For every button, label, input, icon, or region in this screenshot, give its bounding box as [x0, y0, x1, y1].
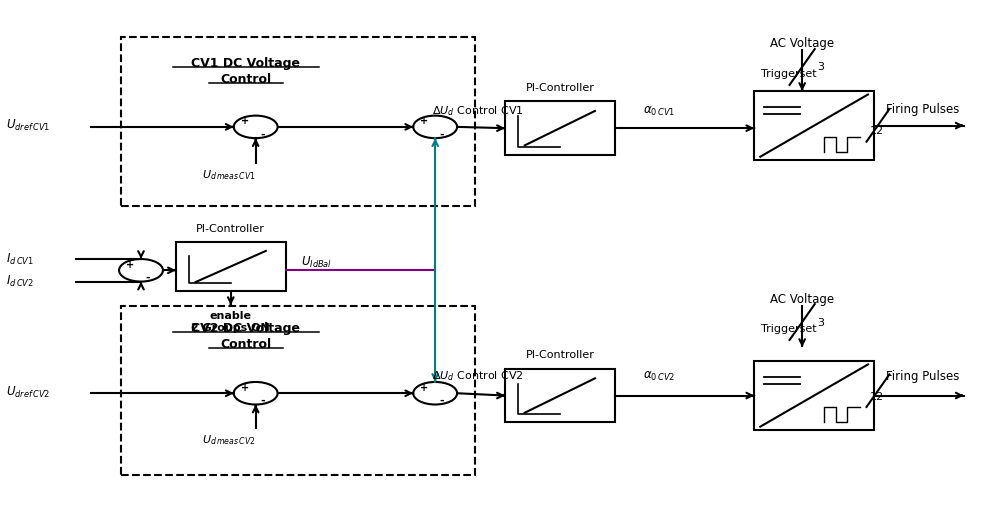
Text: PI-Controller: PI-Controller: [525, 350, 594, 360]
Bar: [505, 369, 615, 422]
Text: $I_{d\,CV1}$: $I_{d\,CV1}$: [6, 251, 34, 267]
Text: $\alpha_{0\,CV2}$: $\alpha_{0\,CV2}$: [643, 370, 676, 383]
Text: Firing Pulses: Firing Pulses: [886, 104, 959, 116]
Text: $\alpha_{0\,CV1}$: $\alpha_{0\,CV1}$: [643, 105, 676, 117]
Text: enable: enable: [210, 311, 252, 321]
Text: +: +: [420, 116, 428, 126]
Text: 12: 12: [870, 392, 884, 402]
Bar: [754, 91, 874, 160]
Text: -: -: [439, 396, 444, 406]
Text: CV1 DC Voltage: CV1 DC Voltage: [191, 57, 300, 71]
Bar: [754, 361, 874, 430]
Text: 3: 3: [817, 62, 824, 72]
Text: $I_{d\,CV2}$: $I_{d\,CV2}$: [6, 274, 34, 289]
Text: -: -: [145, 273, 150, 283]
Text: 3: 3: [817, 318, 824, 328]
Text: 2 Groups ON: 2 Groups ON: [191, 323, 270, 333]
Text: -: -: [439, 130, 444, 140]
Text: Control: Control: [220, 73, 271, 86]
Text: Firing Pulses: Firing Pulses: [886, 370, 959, 383]
Bar: [121, 306, 475, 475]
Bar: [505, 101, 615, 155]
Bar: [176, 242, 286, 291]
Text: +: +: [241, 116, 249, 126]
Text: Triggerset: Triggerset: [761, 69, 817, 79]
Text: $\Delta U_d$ Control CV1: $\Delta U_d$ Control CV1: [432, 104, 524, 118]
Text: -: -: [260, 396, 265, 406]
Text: $U_{d\,meas\,CV1}$: $U_{d\,meas\,CV1}$: [202, 168, 256, 182]
Text: +: +: [241, 383, 249, 392]
Text: $U_{dref\,CV2}$: $U_{dref\,CV2}$: [6, 385, 51, 400]
Text: Triggerset: Triggerset: [761, 324, 817, 334]
Bar: [121, 37, 475, 207]
Text: +: +: [420, 383, 428, 392]
Text: AC Voltage: AC Voltage: [770, 37, 834, 50]
Text: -: -: [260, 130, 265, 140]
Text: +: +: [126, 260, 134, 270]
Text: $U_{IdBal}$: $U_{IdBal}$: [301, 255, 332, 270]
Text: Control: Control: [220, 338, 271, 351]
Text: 12: 12: [870, 127, 884, 136]
Text: $\Delta U_d$ Control CV2: $\Delta U_d$ Control CV2: [432, 369, 524, 383]
Text: PI-Controller: PI-Controller: [525, 83, 594, 93]
Text: $U_{d\,meas\,CV2}$: $U_{d\,meas\,CV2}$: [202, 434, 256, 447]
Text: PI-Controller: PI-Controller: [196, 224, 265, 234]
Text: AC Voltage: AC Voltage: [770, 293, 834, 306]
Text: CV2 DC Voltage: CV2 DC Voltage: [191, 322, 300, 335]
Text: $U_{dref\,CV1}$: $U_{dref\,CV1}$: [6, 118, 51, 133]
